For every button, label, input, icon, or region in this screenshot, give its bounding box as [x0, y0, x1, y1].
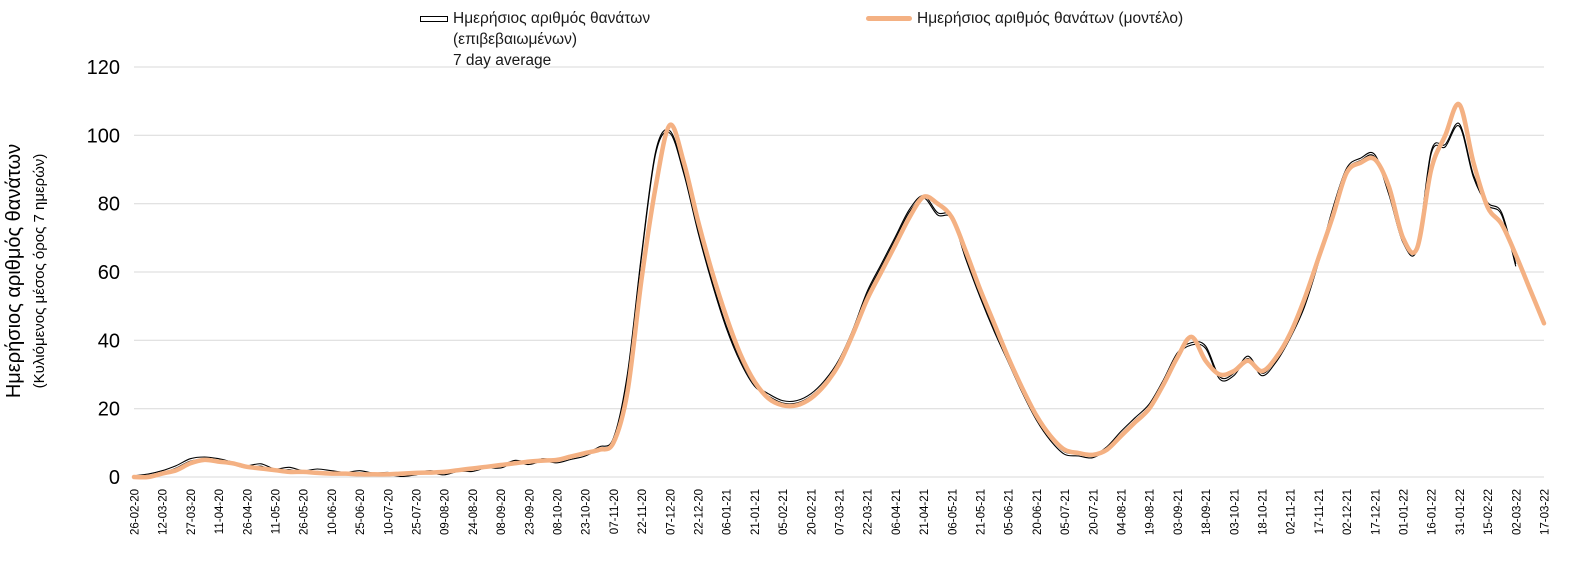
x-tick-label: 22-12-20 [694, 489, 706, 535]
x-tick-label: 23-10-20 [581, 489, 593, 535]
legend-item-model: Ημερήσιος αριθμός θανάτων (μοντέλο) [866, 8, 1183, 29]
x-tick-label: 10-07-20 [383, 489, 395, 535]
model-line-marker [866, 16, 912, 21]
gridlines [134, 66, 1544, 478]
x-tick-label: 02-03-22 [1511, 489, 1523, 535]
x-tick-label: 22-03-21 [863, 489, 875, 535]
legend-confirmed-line2: (επιβεβαιωμένων) [453, 31, 578, 48]
y-tick-label: 0 [109, 467, 120, 489]
legend-model-line1: Ημερήσιος αριθμός θανάτων (μοντέλο) [917, 10, 1184, 27]
x-tick-label: 21-05-21 [976, 489, 988, 535]
x-axis-tick-labels: 26-02-20 12-03-20 27-03-20 11-04-20 26-04-20… [130, 489, 1552, 535]
x-tick-label: 04-08-21 [1117, 489, 1129, 535]
x-tick-label: 07-12-20 [665, 489, 677, 535]
x-tick-label: 19-08-21 [1145, 489, 1157, 535]
x-tick-label: 02-12-21 [1342, 489, 1354, 535]
legend-confirmed-label: Ημερήσιος αριθμός θανάτων (επιβεβαιωμένω… [453, 8, 650, 71]
x-tick-label: 01-01-22 [1399, 489, 1411, 535]
x-tick-label: 27-03-20 [186, 489, 198, 535]
x-tick-label: 18-09-21 [1201, 489, 1213, 535]
legend-confirmed-line3: 7 day average [453, 52, 552, 69]
x-tick-label: 05-07-21 [1060, 489, 1072, 535]
x-tick-label: 08-10-20 [553, 489, 565, 535]
x-tick-label: 21-01-21 [750, 489, 762, 535]
x-tick-label: 31-01-22 [1455, 489, 1467, 535]
x-tick-label: 09-08-20 [440, 489, 452, 535]
x-tick-label: 02-11-21 [1286, 489, 1298, 534]
x-tick-label: 10-06-20 [327, 489, 339, 535]
x-tick-label: 26-02-20 [130, 489, 142, 535]
x-tick-label: 17-03-22 [1540, 489, 1552, 535]
x-tick-label: 05-06-21 [1004, 489, 1016, 535]
y-tick-label: 20 [98, 399, 120, 421]
legend-item-confirmed: Ημερήσιος αριθμός θανάτων (επιβεβαιωμένω… [420, 8, 650, 71]
x-tick-label: 03-10-21 [1229, 489, 1241, 535]
series-confirmed-line-2 [133, 124, 1517, 479]
x-tick-label: 06-01-21 [722, 489, 734, 535]
x-tick-label: 26-04-20 [242, 489, 254, 535]
x-tick-label: 06-04-21 [891, 489, 903, 535]
x-tick-label: 18-10-21 [1258, 489, 1270, 535]
x-tick-label: 08-09-20 [496, 489, 508, 535]
x-tick-label: 12-03-20 [158, 489, 170, 535]
x-tick-label: 11-05-20 [271, 489, 283, 534]
series-lines [131, 101, 1547, 480]
y-axis-subtitle: (Κυλιόμενος μέσος όρος 7 ημερών) [31, 154, 48, 389]
x-tick-label: 25-07-20 [412, 489, 424, 535]
y-tick-label: 40 [98, 330, 120, 352]
y-tick-label: 80 [98, 194, 120, 216]
y-axis-title: Ημερήσιος αριθμός θανάτων [3, 144, 25, 398]
x-tick-label: 17-12-21 [1370, 489, 1382, 535]
x-tick-label: 20-02-21 [806, 489, 818, 535]
x-tick-label: 06-05-21 [947, 489, 959, 535]
x-tick-label: 25-06-20 [355, 489, 367, 535]
y-tick-label: 60 [98, 262, 120, 284]
x-tick-label: 26-05-20 [299, 489, 311, 535]
legend-confirmed-line1: Ημερήσιος αριθμός θανάτων [453, 10, 651, 27]
x-tick-label: 11-04-20 [214, 489, 226, 534]
confirmed-line-marker [420, 16, 448, 22]
x-tick-label: 24-08-20 [468, 489, 480, 535]
x-tick-label: 23-09-20 [524, 489, 536, 535]
x-tick-label: 21-04-21 [919, 489, 931, 535]
y-tick-label: 100 [87, 125, 120, 147]
series-model-line [131, 101, 1547, 480]
x-tick-label: 03-09-21 [1173, 489, 1185, 535]
x-tick-label: 20-06-21 [1032, 489, 1044, 535]
y-axis-tick-labels: 0 20 40 60 80 100 120 [87, 57, 120, 489]
x-tick-label: 22-11-20 [637, 489, 649, 534]
x-tick-label: 07-03-21 [835, 489, 847, 535]
x-tick-label: 15-02-22 [1483, 489, 1495, 535]
legend-model-label: Ημερήσιος αριθμός θανάτων (μοντέλο) [917, 8, 1183, 29]
x-tick-label: 07-11-20 [609, 489, 621, 534]
y-tick-label: 120 [87, 57, 120, 79]
x-tick-label: 05-02-21 [778, 489, 790, 535]
x-tick-label: 16-01-22 [1427, 489, 1439, 535]
series-confirmed-line-1 [133, 122, 1517, 477]
x-tick-label: 17-11-21 [1314, 489, 1326, 534]
x-tick-label: 20-07-21 [1088, 489, 1100, 535]
